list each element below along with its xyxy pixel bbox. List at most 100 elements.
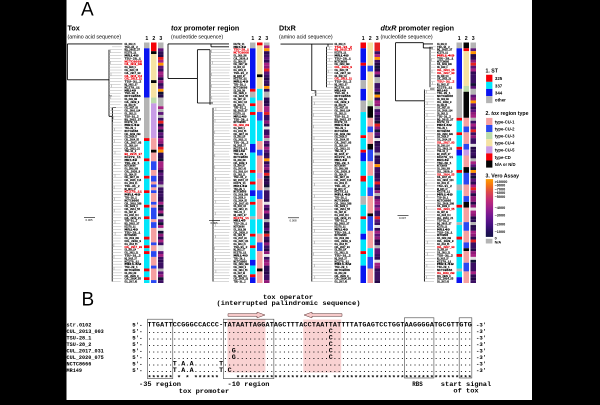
svg-text:CUL_2020_9: CUL_2020_9 — [234, 197, 246, 200]
svg-text:CUL_2017_03: CUL_2017_03 — [234, 272, 246, 275]
svg-text:CUL_2017_03: CUL_2017_03 — [437, 107, 450, 110]
svg-text:TSU-31_2: TSU-31_2 — [125, 254, 141, 257]
svg-text:CUL_2018_208: CUL_2018_208 — [125, 133, 141, 136]
svg-text:-3': -3' — [476, 341, 486, 348]
svg-text:TSU-31_2: TSU-31_2 — [335, 81, 352, 84]
svg-text:-3': -3' — [476, 348, 486, 355]
svg-text:CUL_2016_114: CUL_2016_114 — [335, 110, 351, 113]
svg-text:CUL_2017_03: CUL_2017_03 — [335, 281, 348, 284]
svg-text:CUL_2013_21: CUL_2013_21 — [335, 217, 352, 220]
svg-text:TSU-31_2: TSU-31_2 — [335, 254, 351, 257]
svg-text:-10 region: -10 region — [228, 381, 270, 388]
svg-text:KC279_11: KC279_11 — [335, 52, 347, 55]
svg-text:CUL_2013_21: CUL_2013_21 — [335, 112, 347, 115]
svg-text:CUL_2013_21: CUL_2013_21 — [437, 43, 447, 46]
svg-text:CUL_2020_9: CUL_2020_9 — [234, 231, 248, 234]
svg-text:CUL_2020_9: CUL_2020_9 — [125, 136, 137, 139]
svg-text:type-CD: type-CD — [495, 155, 511, 160]
svg-text:TSU-31_2: TSU-31_2 — [234, 72, 249, 75]
svg-text:type-CU-1: type-CU-1 — [495, 119, 515, 124]
svg-text:CUL_2014_55: CUL_2014_55 — [335, 243, 348, 246]
svg-text:str.0102: str.0102 — [67, 322, 92, 329]
svg-text:CUL_2020_9: CUL_2020_9 — [437, 66, 448, 69]
svg-text:1: 1 — [458, 36, 461, 42]
svg-text:TSU-31_2: TSU-31_2 — [234, 281, 246, 284]
svg-text:BQ_2015_37: BQ_2015_37 — [437, 153, 451, 156]
svg-text:KC279_11: KC279_11 — [335, 226, 346, 229]
svg-text:CUL_2013_21: CUL_2013_21 — [234, 173, 246, 176]
svg-text:CUL_2013_21: CUL_2013_21 — [335, 78, 353, 81]
svg-text:2: 2 — [258, 36, 261, 42]
svg-text:TSU-28_1: TSU-28_1 — [437, 57, 454, 60]
svg-text:MRi49: MRi49 — [335, 54, 350, 58]
svg-text:CUL_2020_9: CUL_2020_9 — [437, 275, 451, 278]
svg-text:CUL_2017_03: CUL_2017_03 — [335, 141, 352, 144]
svg-text:KC279_11: KC279_11 — [335, 260, 350, 263]
svg-text:CUL_2014_55: CUL_2014_55 — [437, 243, 449, 246]
svg-text:TSU-28_1: TSU-28_1 — [234, 223, 248, 226]
svg-text:CUL_2016_114: CUL_2016_114 — [437, 110, 453, 113]
svg-text:MRi49: MRi49 — [125, 262, 143, 266]
svg-text:CUL_2016_114: CUL_2016_114 — [234, 275, 247, 278]
svg-text:CUL_2014_55: CUL_2014_55 — [335, 278, 352, 281]
svg-text:MRi49: MRi49 — [125, 88, 137, 92]
svg-text:CUL_2014_55: CUL_2014_55 — [234, 199, 248, 202]
svg-text:NCTC8666: NCTC8666 — [437, 165, 447, 168]
svg-text:CUL_2014_55: CUL_2014_55 — [125, 104, 136, 107]
svg-text:CUL_2014_55: CUL_2014_55 — [234, 165, 245, 168]
svg-text:344: 344 — [495, 90, 503, 95]
svg-text:CUL_2020_9: CUL_2020_9 — [335, 240, 352, 243]
svg-text:(interrupted palindromic seque: (interrupted palindromic sequence) — [217, 300, 361, 307]
svg-text:TSU-28_1: TSU-28_1 — [125, 197, 138, 200]
svg-text:-3': -3' — [476, 335, 486, 342]
svg-text:CUL_2016_114: CUL_2016_114 — [234, 205, 247, 208]
svg-text:CUL_2016_114: CUL_2016_114 — [125, 110, 141, 113]
svg-text:TSU-31_2: TSU-31_2 — [437, 220, 449, 223]
svg-text:CUL_2018_208: CUL_2018_208 — [437, 202, 454, 205]
svg-text:TSU-31_2: TSU-31_2 — [437, 254, 453, 257]
svg-text:TSU-28_1: TSU-28_1 — [335, 127, 347, 130]
svg-text:TSU-28_1: TSU-28_1 — [234, 257, 246, 260]
svg-text:CUL_2016_114: CUL_2016_114 — [125, 179, 142, 182]
svg-text:CUL_2018_208: CUL_2018_208 — [437, 133, 453, 136]
svg-text:BQ_2015_37: BQ_2015_37 — [437, 257, 449, 260]
svg-text:CUL_2017_03: CUL_2017_03 — [125, 176, 140, 179]
svg-text:KC279_11: KC279_11 — [437, 260, 452, 263]
svg-text:CUL_2013_21: CUL_2013_21 — [125, 252, 139, 255]
svg-text:NCTC8666: NCTC8666 — [125, 95, 142, 98]
svg-text:CUL_2017_03: CUL_2017_03 — [234, 237, 247, 240]
svg-text:NCTC8666: NCTC8666 — [335, 165, 346, 168]
svg-text:0.005: 0.005 — [211, 221, 218, 225]
svg-text:TSU-31_2: TSU-31_2 — [335, 46, 353, 49]
svg-text:TSU-31_2: TSU-31_2 — [125, 46, 139, 49]
svg-text:MRi49: MRi49 — [437, 227, 450, 231]
svg-text:TSU-31_2: TSU-31_2 — [234, 141, 249, 144]
svg-text:CUL_2018_208: CUL_2018_208 — [437, 272, 455, 275]
svg-text:MRi49: MRi49 — [335, 88, 347, 92]
svg-text:TSU-31_2: TSU-31_2 — [335, 150, 347, 153]
svg-text:TSU-28_1: TSU-28_1 — [125, 57, 142, 60]
svg-text:CUL_2020_9: CUL_2020_9 — [335, 170, 351, 173]
svg-text:CUL_2017_03: CUL_2017_03 — [234, 63, 248, 66]
svg-text:KC279_11: KC279_11 — [234, 217, 250, 220]
svg-text:NCTC8666: NCTC8666 — [234, 121, 246, 124]
svg-text:TSU-28_1: TSU-28_1 — [335, 231, 351, 234]
svg-text:0.005: 0.005 — [86, 218, 93, 222]
svg-text:1. ST: 1. ST — [486, 69, 499, 75]
svg-text:-3': -3' — [476, 361, 486, 368]
svg-text:..............................: ........................................… — [148, 341, 472, 349]
svg-text:CUL_2020_9: CUL_2020_9 — [335, 275, 349, 278]
svg-text:3. Vero Assay: 3. Vero Assay — [486, 173, 520, 179]
svg-text:CUL_2013_21: CUL_2013_21 — [437, 147, 452, 150]
svg-text:BQ_2015_37: BQ_2015_37 — [335, 188, 347, 191]
svg-text:CUL_2016_114: CUL_2016_114 — [234, 170, 248, 173]
svg-text:KC279_11: KC279_11 — [437, 226, 447, 229]
svg-text:TSU-28_1: TSU-28_1 — [234, 49, 250, 52]
svg-text:BQ_2015_37: BQ_2015_37 — [125, 153, 143, 156]
svg-text:CUL_2016_114: CUL_2016_114 — [437, 214, 451, 217]
svg-text:NCTC8666: NCTC8666 — [234, 191, 247, 194]
svg-text:CUL_2017_03: CUL_2017_03 — [125, 211, 137, 214]
svg-text:BQ_2015_37: BQ_2015_37 — [234, 144, 247, 147]
svg-text:B: B — [82, 289, 95, 310]
svg-text:CUL_2016_114: CUL_2016_114 — [125, 75, 143, 78]
